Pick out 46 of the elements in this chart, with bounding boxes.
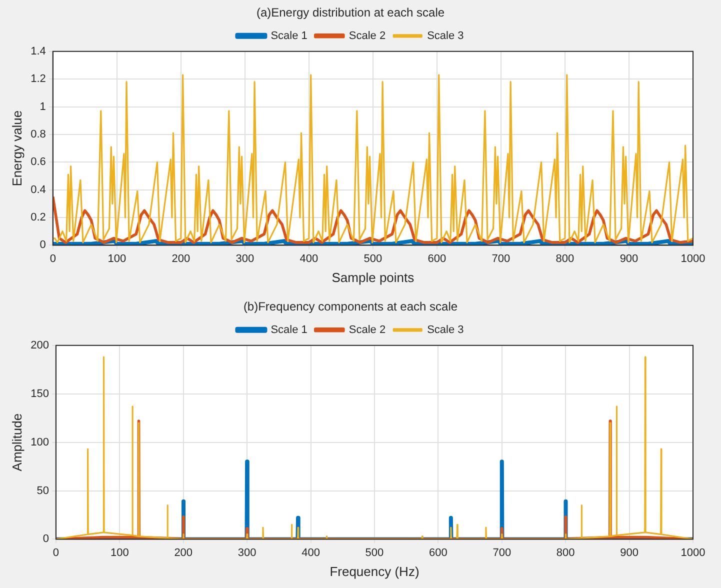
legend-label: Scale 2 — [348, 324, 386, 336]
y-tick-label: 0.8 — [30, 128, 46, 140]
x-tick-label: 700 — [492, 546, 512, 559]
x-tick-label: 900 — [620, 546, 638, 559]
x-tick-label: 200 — [172, 252, 190, 265]
x-tick-label: 600 — [429, 546, 448, 559]
x-tick-label: 900 — [620, 252, 638, 265]
x-axis-title: Sample points — [332, 270, 415, 285]
x-tick-label: 800 — [556, 546, 575, 559]
x-tick-label: 200 — [174, 546, 193, 559]
x-tick-label: 600 — [428, 252, 446, 265]
y-axis-title: Amplitude — [9, 413, 24, 472]
y-tick-label: 200 — [30, 339, 49, 352]
legend-label: Scale 1 — [270, 324, 308, 336]
x-axis-title: Frequency (Hz) — [330, 564, 420, 579]
x-tick-label: 400 — [300, 252, 318, 265]
y-tick-label: 0.2 — [30, 212, 46, 224]
chart-title: (b)Frequency components at each scale — [243, 300, 458, 314]
x-tick-label: 800 — [556, 252, 574, 265]
x-tick-label: 700 — [492, 252, 510, 265]
y-tick-label: 1 — [40, 100, 46, 113]
y-tick-label: 1.2 — [30, 73, 46, 86]
x-tick-label: 500 — [365, 546, 384, 559]
y-tick-label: 1.4 — [30, 45, 46, 58]
y-tick-label: 0 — [42, 533, 49, 546]
x-tick-label: 100 — [110, 546, 129, 559]
y-tick-label: 100 — [30, 436, 49, 448]
legend-label: Scale 2 — [348, 30, 386, 42]
y-tick-label: 0 — [40, 239, 46, 252]
x-tick-label: 0 — [52, 546, 60, 559]
x-tick-label: 1000 — [680, 252, 706, 265]
y-axis-title: Energy value — [9, 110, 24, 186]
x-tick-label: 300 — [238, 546, 256, 559]
legend-label: Scale 1 — [270, 30, 308, 42]
y-tick-label: 50 — [36, 484, 49, 497]
chart-title: (a)Energy distribution at each scale — [256, 6, 445, 20]
y-tick-label: 0.4 — [30, 184, 46, 196]
legend-label: Scale 3 — [427, 324, 464, 336]
y-tick-label: 0.6 — [30, 156, 46, 168]
x-tick-label: 400 — [302, 546, 320, 559]
x-tick-label: 300 — [236, 252, 254, 265]
x-tick-label: 100 — [108, 252, 126, 265]
x-tick-label: 500 — [364, 252, 382, 265]
x-tick-label: 1000 — [680, 546, 706, 559]
y-tick-label: 150 — [30, 388, 49, 400]
legend-label: Scale 3 — [427, 30, 464, 42]
